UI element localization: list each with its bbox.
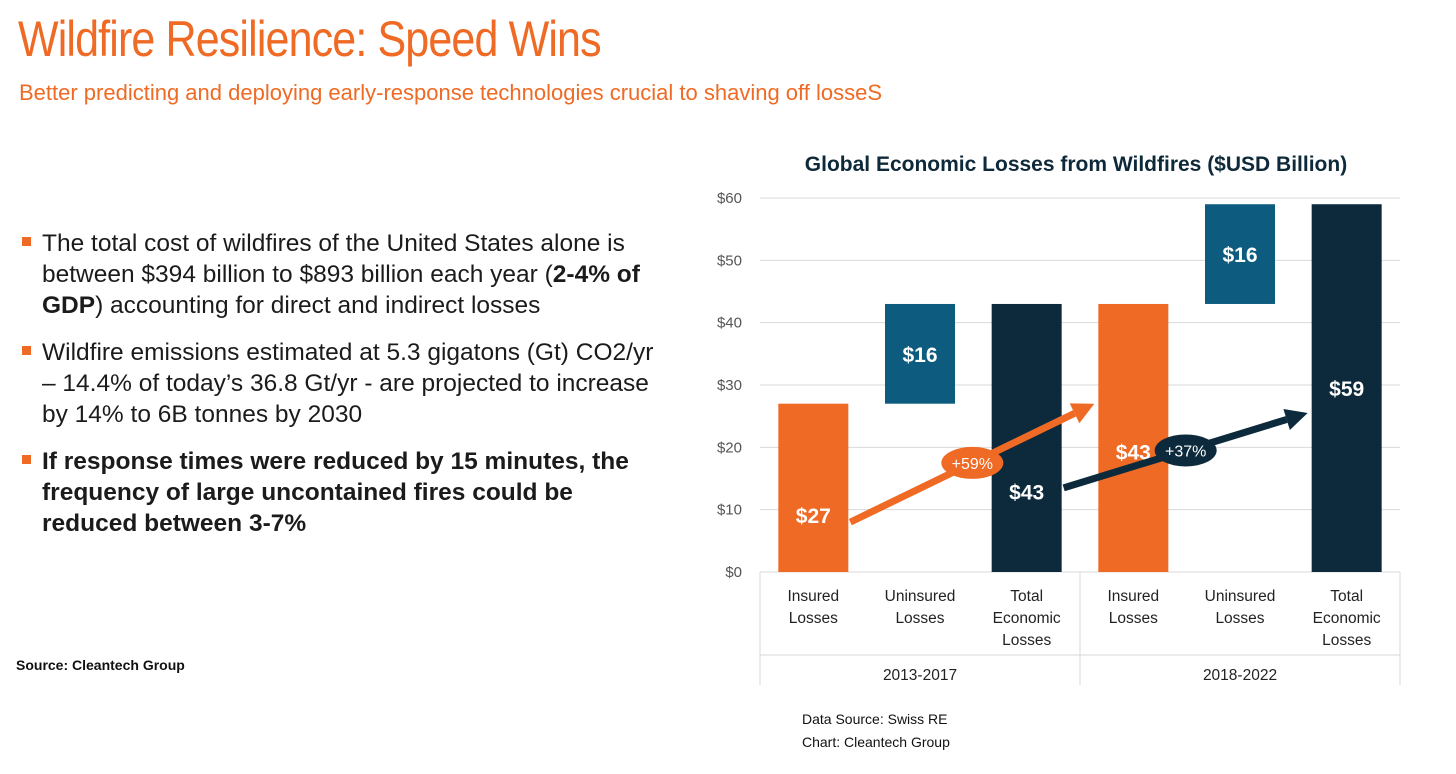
arrow-head: [1069, 403, 1095, 424]
category-label: Economic: [993, 610, 1061, 627]
y-tick-label: $50: [717, 252, 742, 269]
arrow-head: [1283, 408, 1308, 431]
bullet-text: Wildfire emissions estimated at 5.3 giga…: [42, 339, 654, 428]
category-label: Losses: [1215, 610, 1264, 627]
category-label: Losses: [789, 610, 838, 627]
category-label: Insured: [1107, 588, 1159, 605]
annotation-badge: [941, 446, 1004, 479]
category-label: Economic: [1313, 610, 1381, 627]
bar-value-label: $43: [1116, 441, 1151, 464]
category-label: Losses: [1322, 632, 1371, 649]
bullet-list: The total cost of wildfires of the Unite…: [22, 228, 672, 555]
category-label: Total: [1010, 588, 1043, 605]
annotation-label: +59%: [952, 456, 993, 473]
category-label: Losses: [1002, 632, 1051, 649]
bullet-highlight: If response times were reduced by 15 min…: [42, 448, 629, 537]
bar-total: [1311, 204, 1382, 572]
bar-insured: [1098, 303, 1169, 572]
y-tick-label: $60: [717, 190, 742, 207]
y-tick-label: $10: [717, 502, 742, 519]
source-note: Source: Cleantech Group: [16, 657, 185, 673]
bar-value-label: $16: [902, 344, 937, 367]
bar-uninsured: [885, 303, 955, 404]
category-label: Total: [1330, 588, 1363, 605]
bullet-square-icon: [22, 346, 31, 355]
y-tick-label: $30: [717, 377, 742, 394]
category-label: Losses: [1109, 610, 1158, 627]
bar-value-label: $16: [1222, 244, 1257, 267]
bar-value-label: $27: [796, 505, 831, 528]
page-subtitle: Better predicting and deploying early-re…: [19, 80, 882, 105]
chart-credit-note: Chart: Cleantech Group: [802, 734, 950, 750]
bullet-square-icon: [22, 455, 31, 464]
chart-title: Global Economic Losses from Wildfires ($…: [804, 153, 1348, 176]
bullet-item: If response times were reduced by 15 min…: [22, 446, 672, 539]
bullet-text: ) accounting for direct and indirect los…: [95, 292, 541, 319]
bullet-text: The total cost of wildfires of the Unite…: [42, 230, 625, 288]
category-label: Uninsured: [885, 588, 956, 605]
group-label: 2013-2017: [883, 667, 957, 684]
group-label: 2018-2022: [1203, 667, 1277, 684]
y-tick-label: $40: [717, 315, 742, 332]
annotation-badge: [1154, 434, 1217, 467]
category-label: Insured: [787, 588, 839, 605]
data-source-note: Data Source: Swiss RE: [802, 711, 948, 727]
bar-value-label: $59: [1329, 378, 1364, 401]
y-tick-label: $0: [725, 564, 742, 581]
bar-insured: [778, 403, 849, 572]
category-label: Losses: [895, 610, 944, 627]
page-title: Wildfire Resilience: Speed Wins: [18, 11, 602, 67]
bullet-item: The total cost of wildfires of the Unite…: [22, 228, 672, 321]
bar-uninsured: [1205, 204, 1275, 304]
bullet-item: Wildfire emissions estimated at 5.3 giga…: [22, 337, 672, 430]
bar-value-label: $43: [1009, 482, 1044, 505]
bullet-highlight: 2-4% of GDP: [42, 261, 640, 319]
bullet-square-icon: [22, 237, 31, 246]
annotation-label: +37%: [1165, 443, 1206, 460]
waterfall-chart: $0 $10 $20 $30 $40 $50 $60 $27 Insured Losses $16 U…: [717, 190, 1401, 685]
y-tick-label: $20: [717, 439, 742, 456]
category-label: Uninsured: [1205, 588, 1276, 605]
